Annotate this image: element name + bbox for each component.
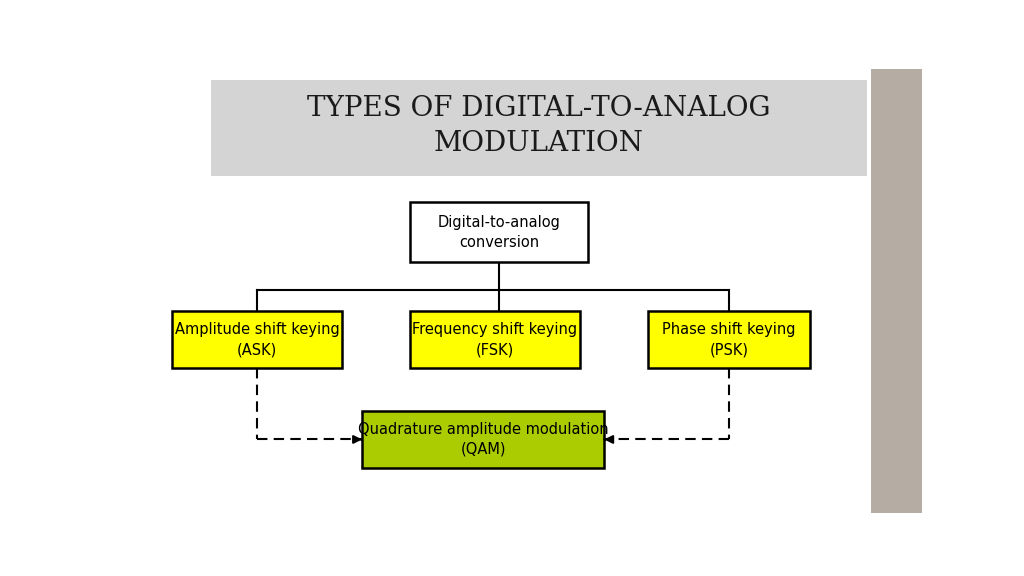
Text: Digital-to-analog
conversion: Digital-to-analog conversion (437, 215, 560, 249)
FancyBboxPatch shape (648, 311, 811, 369)
FancyBboxPatch shape (172, 311, 342, 369)
Bar (870, 69, 922, 513)
Bar (211, 80, 867, 176)
FancyBboxPatch shape (362, 411, 604, 468)
Text: Quadrature amplitude modulation
(QAM): Quadrature amplitude modulation (QAM) (357, 422, 608, 457)
Text: Phase shift keying
(PSK): Phase shift keying (PSK) (663, 322, 796, 357)
Text: Amplitude shift keying
(ASK): Amplitude shift keying (ASK) (174, 322, 339, 357)
Text: TYPES OF DIGITAL-TO-ANALOG
MODULATION: TYPES OF DIGITAL-TO-ANALOG MODULATION (307, 95, 771, 157)
FancyBboxPatch shape (410, 202, 588, 262)
Text: Frequency shift keying
(FSK): Frequency shift keying (FSK) (413, 322, 578, 357)
FancyBboxPatch shape (410, 311, 581, 369)
